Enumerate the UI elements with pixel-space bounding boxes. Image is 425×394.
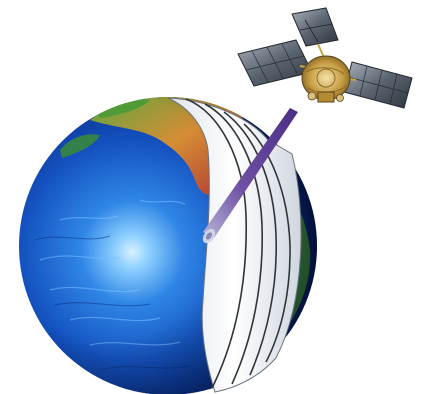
satellite-icon (237, 7, 413, 109)
radar-beam-icon (202, 108, 298, 244)
